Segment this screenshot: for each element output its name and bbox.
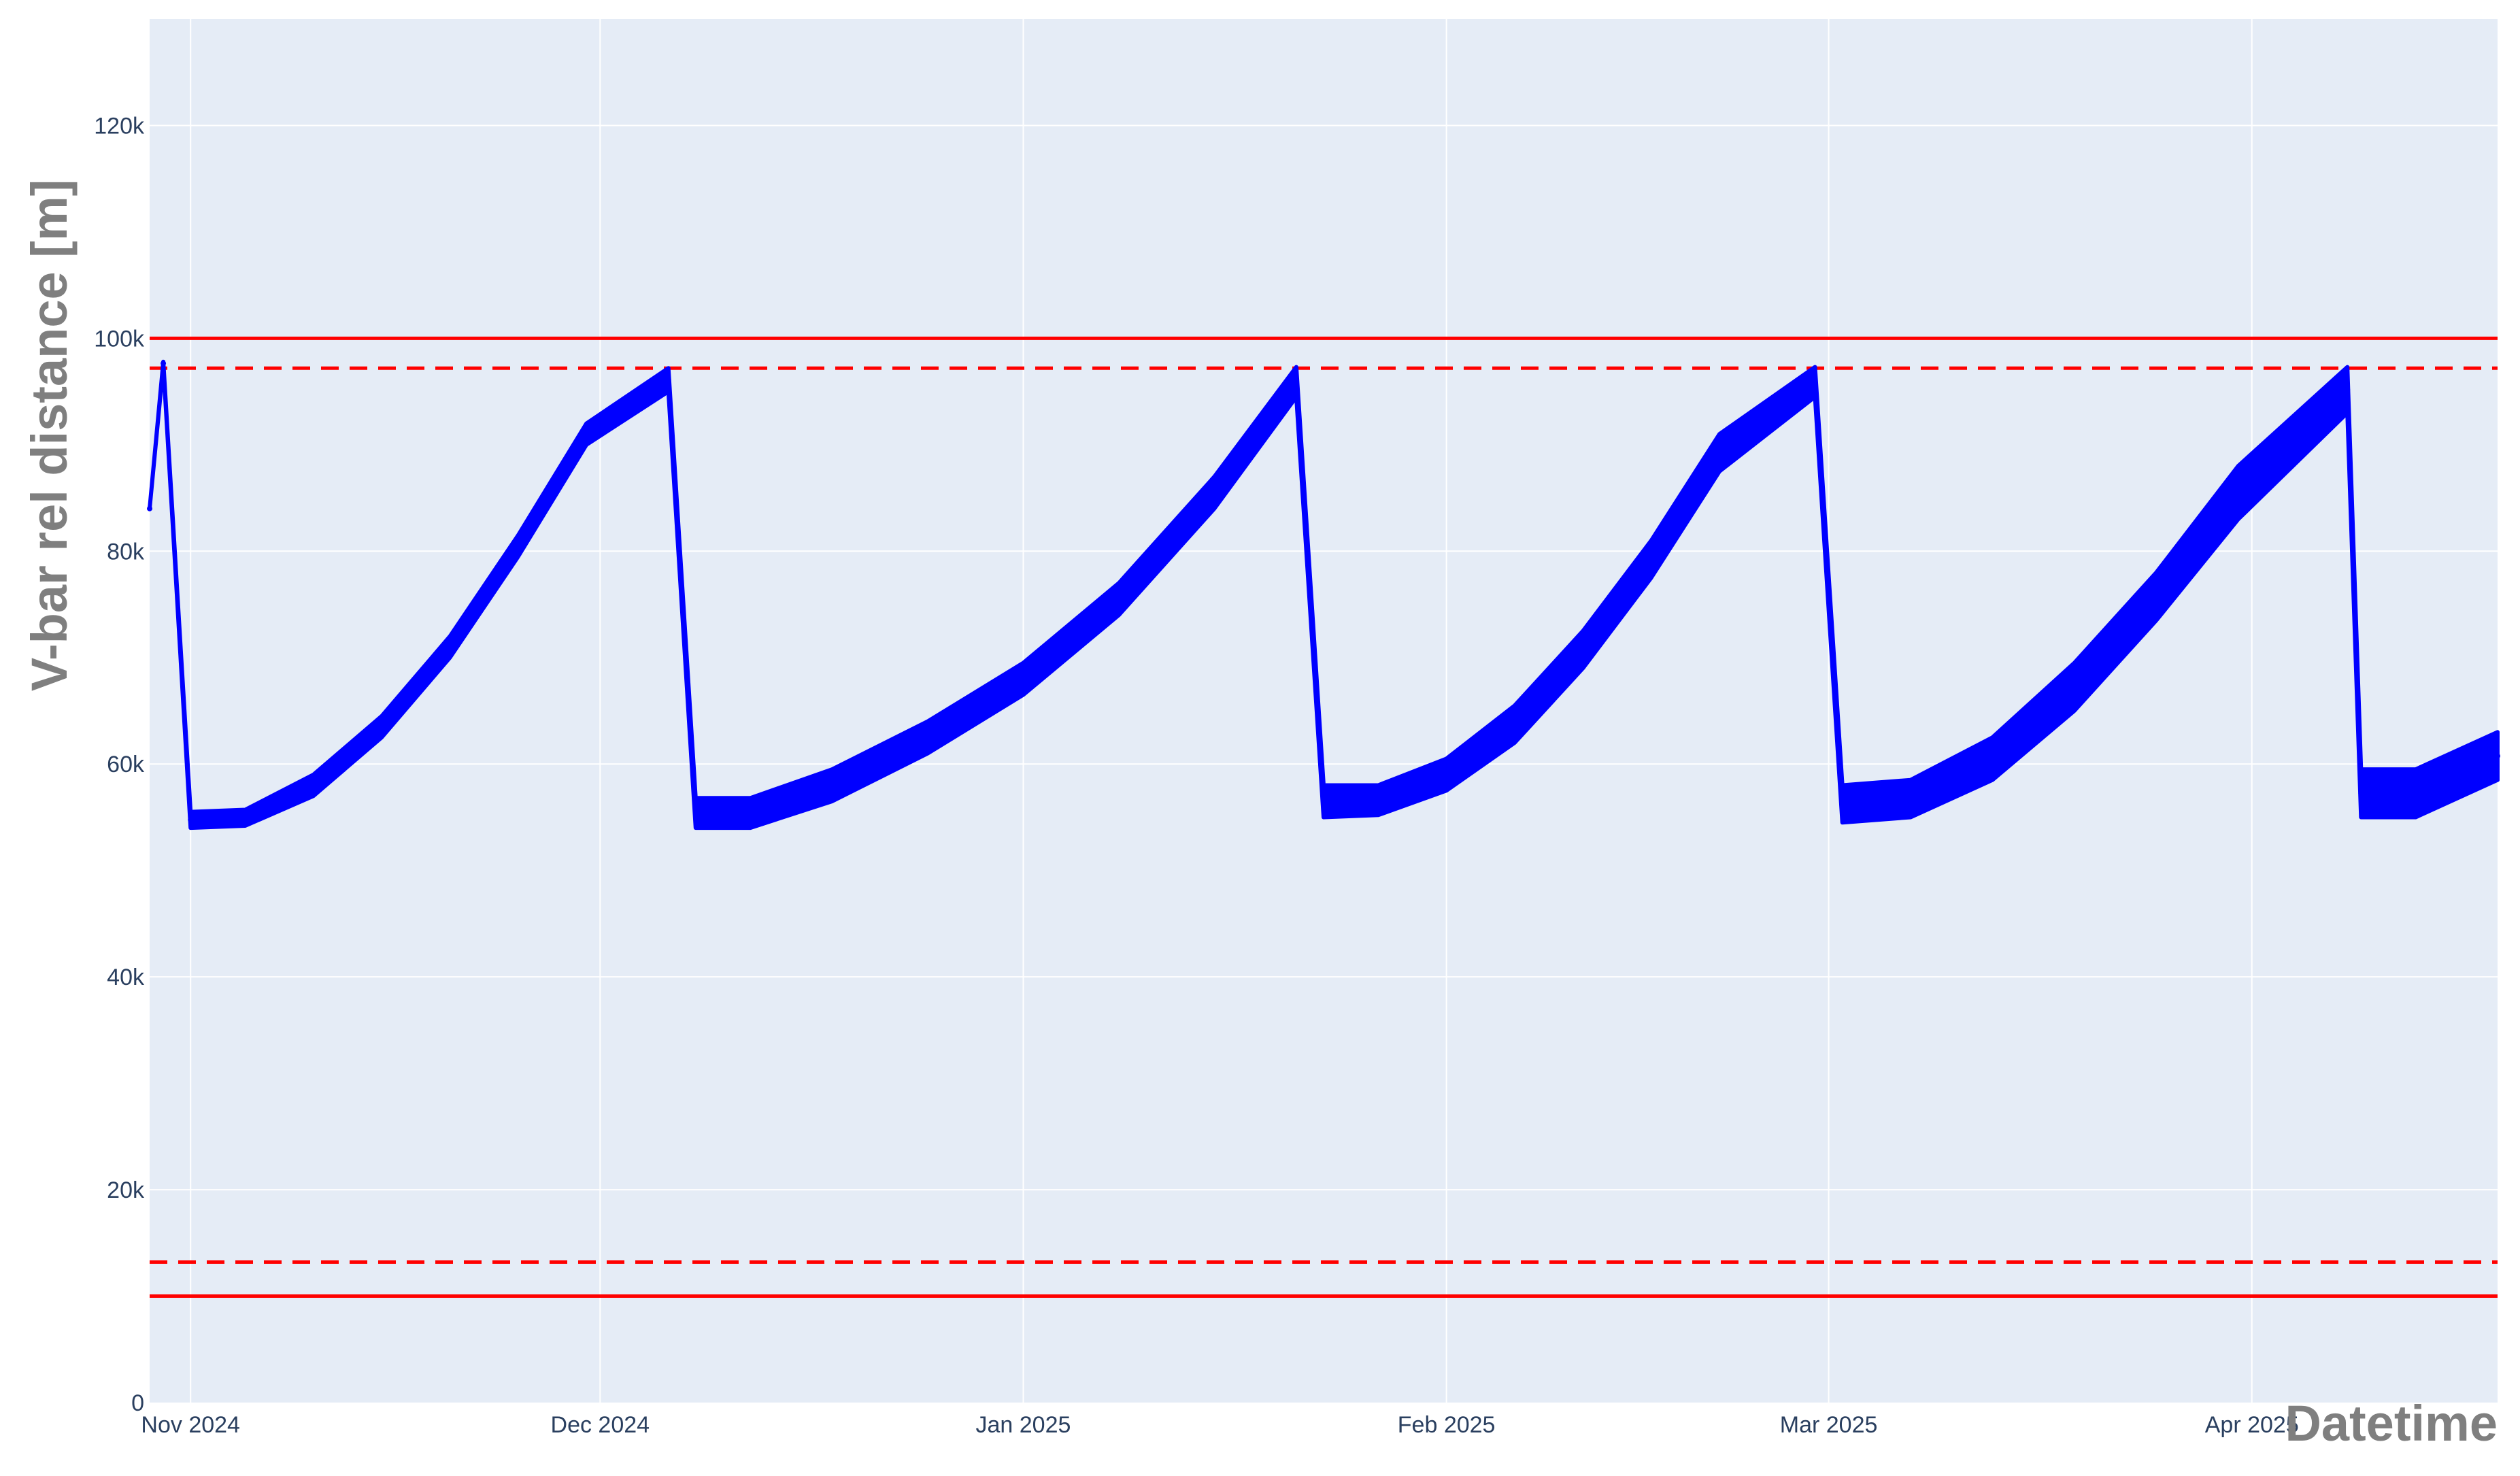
y-axis-title: V-bar rel distance [m] [21, 180, 78, 692]
data-point [1511, 721, 1517, 727]
x-tick-labels: Nov 2024 Dec 2024 Jan 2025 Feb 2025 Mar 2025… [141, 1412, 2298, 1438]
data-point [692, 810, 699, 816]
data-point [447, 644, 453, 650]
x-tick-label: Jan 2025 [976, 1412, 1071, 1438]
y-tick-label: 40k [107, 965, 145, 990]
data-point [515, 543, 521, 549]
data-point [1443, 771, 1449, 777]
y-tick-label: 60k [107, 752, 145, 777]
y-tick-labels: 0 20k 40k 60k 80k 100k 120k [94, 113, 145, 1416]
plot-background [150, 19, 2498, 1403]
data-point [188, 817, 194, 823]
data-point [1839, 801, 1845, 807]
y-tick-label: 20k [107, 1177, 145, 1203]
data-point [310, 782, 316, 788]
data-point [2413, 790, 2419, 796]
data-point [1293, 379, 1299, 385]
y-tick-label: 100k [94, 326, 145, 352]
data-point [1648, 556, 1654, 563]
data-point [924, 735, 930, 741]
data-point [1020, 676, 1026, 682]
series-layer [147, 359, 2500, 831]
data-point [161, 360, 167, 367]
data-point [1375, 797, 1381, 803]
y-tick-label: 80k [107, 539, 145, 565]
data-point [1211, 490, 1217, 496]
x-tick-label: Dec 2024 [551, 1412, 650, 1438]
data-point [1989, 756, 1996, 762]
x-axis-title: Datetime [2285, 1395, 2498, 1452]
data-point [2495, 753, 2500, 759]
data-point [1908, 796, 1913, 802]
y-tick-label: 0 [131, 1390, 144, 1416]
data-point [2235, 490, 2241, 496]
data-point [242, 815, 248, 821]
data-point [665, 377, 671, 383]
data-point [2153, 593, 2160, 599]
data-point [2358, 790, 2364, 796]
data-point [1321, 798, 1326, 804]
x-tick-label: Apr 2025 [2205, 1412, 2299, 1438]
data-point [829, 782, 835, 788]
data-point [2345, 387, 2351, 393]
data-point [379, 724, 385, 730]
data-point [1580, 647, 1586, 653]
data-point [747, 810, 754, 816]
y-tick-label: 120k [94, 113, 145, 139]
data-point [1717, 450, 1723, 456]
data-point [584, 431, 590, 437]
data-point [1115, 596, 1122, 602]
data-point [1812, 379, 1818, 385]
x-tick-label: Mar 2025 [1780, 1412, 1878, 1438]
data-point [2071, 684, 2077, 690]
x-tick-label: Nov 2024 [141, 1412, 240, 1438]
x-tick-label: Feb 2025 [1398, 1412, 1496, 1438]
threshold-lines [150, 336, 2498, 1298]
data-point [147, 505, 152, 511]
